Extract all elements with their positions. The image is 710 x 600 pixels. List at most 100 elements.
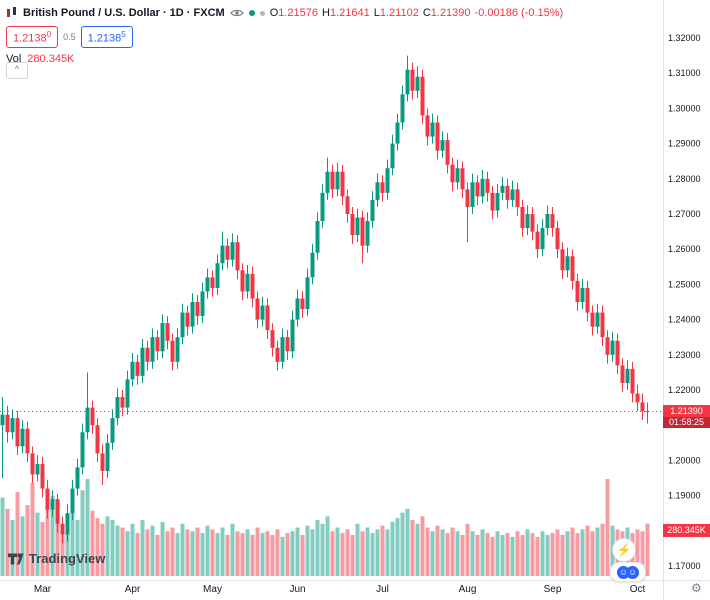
candle-body [490,192,495,211]
symbol-title[interactable]: British Pound / U.S. Dollar · 1D · FXCM [23,7,225,19]
candle-body [620,365,625,383]
time-axis-label[interactable]: May [203,584,222,595]
volume-bar [465,523,470,576]
volume-bar [15,492,20,576]
volume-bar [295,527,300,576]
volume-legend-row: Vol 280.345K [6,53,563,65]
candle-body [510,189,515,200]
time-axis-label[interactable]: Jun [289,584,305,595]
open-label: O [269,7,279,19]
time-axis-label[interactable]: Jul [376,584,389,595]
close-value: 1.21390 [430,7,471,19]
price-axis-label[interactable]: 1.26000 [668,244,701,254]
volume-bar [355,523,360,576]
volume-bar [130,523,135,576]
volume-bar [350,534,355,576]
volume-bar [150,525,155,576]
price-axis-label[interactable]: 1.32000 [668,33,701,43]
candle-body [165,323,170,341]
volume-bar [390,521,395,576]
price-axis-label[interactable]: 1.24000 [668,315,701,325]
tradingview-logo[interactable]: TradingView [8,551,105,566]
low-label: L [373,7,380,19]
candle-body [565,256,570,271]
eye-icon[interactable] [229,8,244,18]
volume-bar [410,520,415,576]
candle-body [545,214,550,229]
candle-body [405,69,410,95]
candle-body [445,140,450,165]
candle-body [635,393,640,403]
volume-bar [635,529,640,576]
sell-button[interactable]: 1.21380 [6,26,59,48]
candle-body [395,122,400,144]
candle-body [300,298,305,310]
last-price-badge: 1.21390 01:58:25 [663,405,710,429]
candle-body [480,178,485,197]
volume-bar [490,536,495,576]
volume-bar [30,482,35,576]
volume-bar [435,525,440,576]
price-axis-label[interactable]: 1.19000 [668,491,701,501]
candle-body [255,298,260,320]
time-axis-settings-gear-icon[interactable]: ⚙ [691,581,702,595]
candle-body [540,228,545,250]
price-axis-label[interactable]: 1.28000 [668,174,701,184]
time-axis-label[interactable]: Sep [544,584,562,595]
volume-bar [135,533,140,576]
smiley-icon: ☺ [626,565,639,579]
volume-bar [75,520,80,576]
candle-body [645,411,650,413]
candle-body [250,273,255,299]
candle-body [135,361,140,376]
volume-bar [520,534,525,576]
candle-body [340,171,345,197]
price-axis-label[interactable]: 1.17000 [668,561,701,571]
volume-bar [205,525,210,576]
volume-bar [120,527,125,576]
quick-trade-lightning-button[interactable]: ⚡ [612,538,636,562]
candle-body [425,115,430,137]
time-axis-label[interactable]: Oct [630,584,646,595]
time-axis-label[interactable]: Apr [125,584,141,595]
volume-bar [160,521,165,576]
candle-body [385,168,390,193]
collapse-legend-button[interactable]: ^ [6,62,28,79]
candle-body [25,428,30,454]
volume-bar [495,531,500,576]
volume-bar [360,531,365,576]
series-visibility-dot-icon[interactable] [248,10,255,16]
minds-feed-button[interactable]: ☺ ☺ [610,562,646,582]
price-axis-label[interactable]: 1.29000 [668,139,701,149]
candle-body [390,143,395,169]
tradingview-logo-text: TradingView [29,551,106,566]
volume-bar [195,527,200,576]
bid-ask-row: 1.21380 0.5 1.21385 [6,26,563,48]
time-axis-label[interactable]: Aug [459,584,477,595]
volume-bar [250,534,255,576]
time-axis-label[interactable]: Mar [34,584,52,595]
volume-bar [575,533,580,576]
candle-body [355,217,360,236]
volume-bar [335,527,340,576]
volume-bar [600,523,605,576]
price-axis-label[interactable]: 1.31000 [668,68,701,78]
price-axis-label[interactable]: 1.27000 [668,209,701,219]
series-secondary-dot-icon[interactable] [259,10,265,16]
candle-body [160,323,165,352]
price-axis-label[interactable]: 1.25000 [668,279,701,289]
price-axis-label[interactable]: 1.20000 [668,455,701,465]
open-value: 1.21576 [278,7,319,19]
price-axis-label[interactable]: 1.22000 [668,385,701,395]
candle-body [180,312,185,338]
candle-body [500,185,505,193]
buy-button[interactable]: 1.21385 [80,26,133,48]
candle-body [550,214,555,229]
price-axis-label[interactable]: 1.30000 [668,103,701,113]
price-axis-label[interactable]: 1.23000 [668,350,701,360]
volume-bar [475,534,480,576]
candle-body [380,182,385,193]
candle-body [90,407,95,426]
volume-bar [285,533,290,576]
